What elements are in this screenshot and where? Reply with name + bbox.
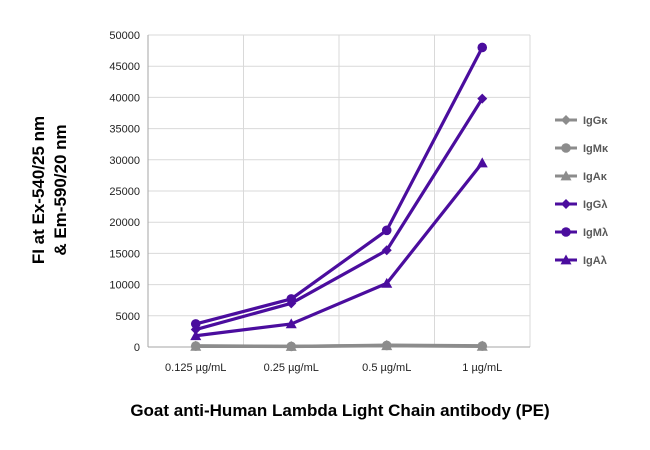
x-tick-label: 0.5 µg/mL xyxy=(362,362,411,374)
y-tick-label: 5000 xyxy=(116,311,140,323)
series-4 xyxy=(190,42,488,329)
series-5 xyxy=(190,157,488,341)
y-tick-label: 40000 xyxy=(109,92,140,104)
data-point xyxy=(285,341,297,351)
legend-marker xyxy=(561,115,571,125)
data-point xyxy=(190,330,202,341)
x-axis-title: Goat anti-Human Lambda Light Chain antib… xyxy=(130,401,549,420)
y-axis-title-line-2: & Em-590/20 nm xyxy=(51,124,70,255)
series-line xyxy=(194,344,484,349)
legend-marker xyxy=(561,143,571,153)
legend-marker xyxy=(561,227,571,237)
y-tick-label: 10000 xyxy=(109,280,140,292)
data-point xyxy=(381,277,393,288)
gridlines xyxy=(147,34,531,347)
data-point xyxy=(285,318,297,329)
data-point xyxy=(381,245,392,256)
legend-label: IgGλ xyxy=(583,199,607,211)
y-tick-label: 15000 xyxy=(109,248,140,260)
legend-marker xyxy=(560,170,572,181)
legend-label: IgAκ xyxy=(583,171,608,183)
series-line xyxy=(194,45,484,326)
y-tick-label: 30000 xyxy=(109,155,140,167)
x-tick-label: 0.125 µg/mL xyxy=(165,362,226,374)
data-point xyxy=(477,93,488,104)
y-tick-label: 35000 xyxy=(109,124,140,136)
x-tick-label: 1 µg/mL xyxy=(462,362,502,374)
legend-item: IgGκ xyxy=(555,115,608,127)
legend-label: IgGκ xyxy=(583,115,608,127)
legend-label: IgAλ xyxy=(583,255,607,267)
series-2 xyxy=(190,340,488,351)
series-line xyxy=(194,97,484,332)
data-point xyxy=(381,225,392,236)
axes: 0 5000 10000 15000 20000 25000 30000 35000 40000… xyxy=(109,30,530,374)
x-tick-label: 0.25 µg/mL xyxy=(264,362,319,374)
legend-label: IgMλ xyxy=(583,227,608,239)
y-tick-label: 45000 xyxy=(109,61,140,73)
y-axis-title-line-1: FI at Ex-540/25 nm xyxy=(29,116,48,264)
legend-item: IgMκ xyxy=(555,143,609,155)
legend: IgGκ IgMκ IgAκ IgGλ IgMλ IgAλ xyxy=(555,115,609,267)
data-point xyxy=(190,319,201,329)
legend-item: IgGλ xyxy=(555,199,607,211)
data-point xyxy=(286,294,297,304)
data-point xyxy=(476,340,488,351)
legend-marker xyxy=(560,254,572,265)
series-line xyxy=(194,161,484,338)
legend-label: IgMκ xyxy=(583,143,609,155)
data-point xyxy=(190,340,202,351)
legend-item: IgAλ xyxy=(555,254,607,267)
series-lines xyxy=(190,42,488,352)
y-tick-label: 0 xyxy=(134,342,140,354)
y-tick-label: 25000 xyxy=(109,186,140,198)
data-point xyxy=(381,340,393,351)
legend-marker xyxy=(561,199,571,209)
y-tick-label: 20000 xyxy=(109,217,140,229)
data-point xyxy=(477,42,488,53)
legend-item: IgMλ xyxy=(555,227,608,239)
legend-item: IgAκ xyxy=(555,170,608,183)
y-tick-label: 50000 xyxy=(109,30,140,42)
data-point xyxy=(476,157,488,168)
